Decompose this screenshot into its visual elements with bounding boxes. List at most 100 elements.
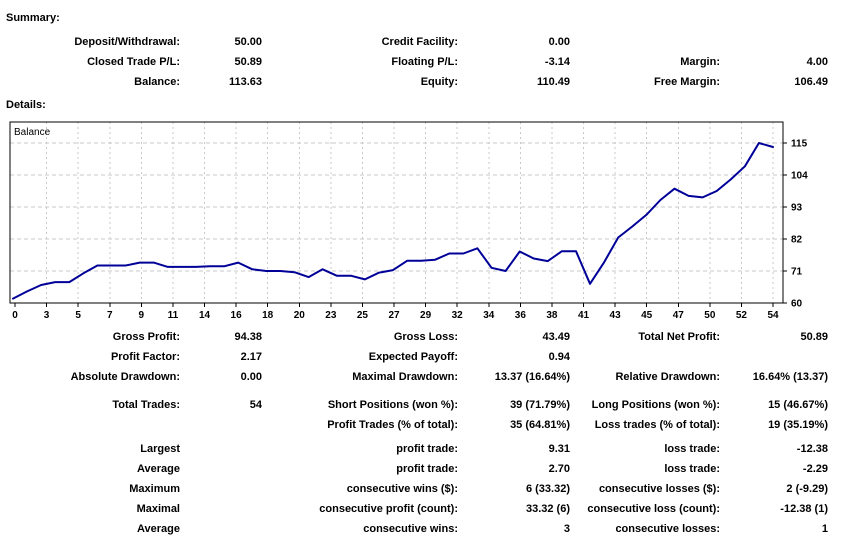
stat-label: Maximum: [129, 483, 180, 495]
stat-label: Loss trades (% of total):: [594, 419, 720, 431]
y-axis-label: 115: [791, 139, 808, 150]
x-axis-label: 54: [767, 310, 779, 318]
stat-row: Maximum consecutive wins ($): 6 (33.32) con…: [0, 479, 828, 499]
stat-row: Absolute Drawdown: 0.00 Maximal Drawdown: 1…: [0, 367, 828, 387]
summary-value: 113.63: [228, 76, 262, 88]
stat-label: profit trade:: [396, 463, 458, 475]
summary-label: Free Margin:: [653, 76, 720, 88]
stat-value: 39 (71.79%): [510, 399, 570, 411]
y-axis-label: 71: [791, 267, 803, 278]
stat-value: [180, 479, 262, 499]
stat-value: -12.38: [796, 443, 828, 455]
x-axis-label: 32: [452, 310, 464, 318]
stat-value: 35 (64.81%): [510, 419, 570, 431]
stat-row: Total Trades: 54 Short Positions (won %): 3…: [0, 395, 828, 415]
x-axis-label: 29: [420, 310, 432, 318]
x-axis-label: 36: [515, 310, 527, 318]
stat-value: 15 (46.67%): [768, 399, 828, 411]
stat-label: Expected Payoff:: [368, 351, 458, 363]
summary-label: Deposit/Withdrawal:: [74, 36, 180, 48]
stat-value: [180, 459, 262, 479]
balance-line: [12, 142, 774, 300]
stat-value: 0.94: [548, 351, 570, 363]
x-axis-label: 16: [231, 310, 243, 318]
stat-row: Gross Profit: 94.38 Gross Loss: 43.49 Total …: [0, 327, 828, 347]
x-axis-label: 43: [610, 310, 622, 318]
x-axis-label: 7: [107, 310, 113, 318]
x-axis-label: 11: [168, 310, 179, 318]
stat-value: 9.31: [548, 443, 570, 455]
balance-chart: 0 3 5 7 9 11 14 16 18 20 23 25 27 29 32 34 36 38 41 43 45 47 5…: [0, 118, 853, 318]
summary-label: Margin:: [680, 56, 720, 68]
stat-value: 19 (35.19%): [768, 419, 828, 431]
x-axis-label: 23: [325, 310, 337, 318]
stat-value: 94.38: [234, 331, 262, 343]
y-axis-label: 60: [791, 299, 803, 310]
summary-value: 50.89: [234, 56, 262, 68]
x-axis-label: 0: [12, 310, 18, 318]
stat-label: Profit Factor:: [110, 351, 180, 363]
summary-value: 50.00: [234, 36, 262, 48]
stat-label: profit trade:: [396, 443, 458, 455]
stat-row: Average profit trade: 2.70 loss trade: -2.29: [0, 459, 828, 479]
summary-label: Balance:: [134, 76, 180, 88]
stat-value: 2 (-9.29): [786, 483, 828, 495]
stat-label: Total Net Profit:: [638, 331, 720, 343]
summary-table: Deposit/Withdrawal: 50.00 Credit Facility:…: [0, 32, 828, 92]
x-axis-label: 45: [641, 310, 653, 318]
x-axis-label: 25: [357, 310, 369, 318]
summary-value: 106.49: [794, 76, 828, 88]
stat-value: 1: [821, 523, 828, 535]
summary-value: -3.14: [544, 56, 570, 68]
summary-row: Closed Trade P/L: 50.89 Floating P/L: -3.14…: [0, 52, 828, 72]
x-axis-label: 34: [483, 310, 495, 318]
stat-value: [180, 439, 262, 459]
stat-label: consecutive losses ($):: [598, 483, 720, 495]
x-axis-label: 14: [199, 310, 211, 318]
stat-value: 16.64% (13.37): [752, 371, 828, 383]
x-axis-label: 3: [44, 310, 50, 318]
x-axis-label: 5: [75, 310, 81, 318]
stat-label: [0, 415, 180, 435]
stat-value: 13.37 (16.64%): [494, 371, 570, 383]
details-heading: Details:: [6, 99, 46, 111]
stat-label: consecutive wins ($):: [346, 483, 458, 495]
stat-label: Relative Drawdown:: [615, 371, 720, 383]
statistics-table: Gross Profit: 94.38 Gross Loss: 43.49 Total …: [0, 327, 828, 539]
x-axis-label: 38: [546, 310, 558, 318]
stat-label: Short Positions (won %):: [327, 399, 458, 411]
x-axis-label: 50: [704, 310, 716, 318]
stat-row: Average consecutive wins: 3 consecutive los…: [0, 519, 828, 539]
stat-row: Largest profit trade: 9.31 loss trade: -12.3…: [0, 439, 828, 459]
stat-value: -12.38 (1): [780, 503, 828, 515]
summary-value: 4.00: [806, 56, 828, 68]
balance-chart-svg: 0 3 5 7 9 11 14 16 18 20 23 25 27 29 32 34 36 38 41 43 45 47 5…: [9, 121, 808, 318]
stat-label: loss trade:: [664, 463, 720, 475]
stat-label: Gross Profit:: [112, 331, 180, 343]
x-axis-label: 9: [139, 310, 145, 318]
stat-label: Profit Trades (% of total):: [327, 419, 458, 431]
y-axis-label: 104: [791, 171, 808, 182]
stat-label: Average: [136, 523, 180, 535]
stat-label: Gross Loss:: [393, 331, 458, 343]
stat-value: 54: [249, 399, 262, 411]
stat-row: Profit Trades (% of total): 35 (64.81%) Lo…: [0, 415, 828, 435]
x-axis-label: 47: [673, 310, 685, 318]
stat-value: 3: [563, 523, 570, 535]
stat-label: Long Positions (won %):: [591, 399, 720, 411]
stat-value: 33.32 (6): [525, 503, 570, 515]
stat-label: Maximal: [136, 503, 180, 515]
stat-label: consecutive wins:: [363, 523, 458, 535]
summary-row: Balance: 113.63 Equity: 110.49 Free Margin: 1…: [0, 72, 828, 92]
stat-value: 2.70: [548, 463, 570, 475]
summary-value: 0.00: [548, 36, 570, 48]
stat-label: Absolute Drawdown:: [70, 371, 180, 383]
summary-value: [720, 32, 828, 52]
stat-label: Total Trades:: [112, 399, 180, 411]
stat-label: loss trade:: [664, 443, 720, 455]
stat-label: consecutive profit (count):: [319, 503, 458, 515]
stat-row: Profit Factor: 2.17 Expected Payoff: 0.94: [0, 347, 828, 367]
x-axis-label: 18: [262, 310, 274, 318]
stat-value: 2.17: [240, 351, 262, 363]
